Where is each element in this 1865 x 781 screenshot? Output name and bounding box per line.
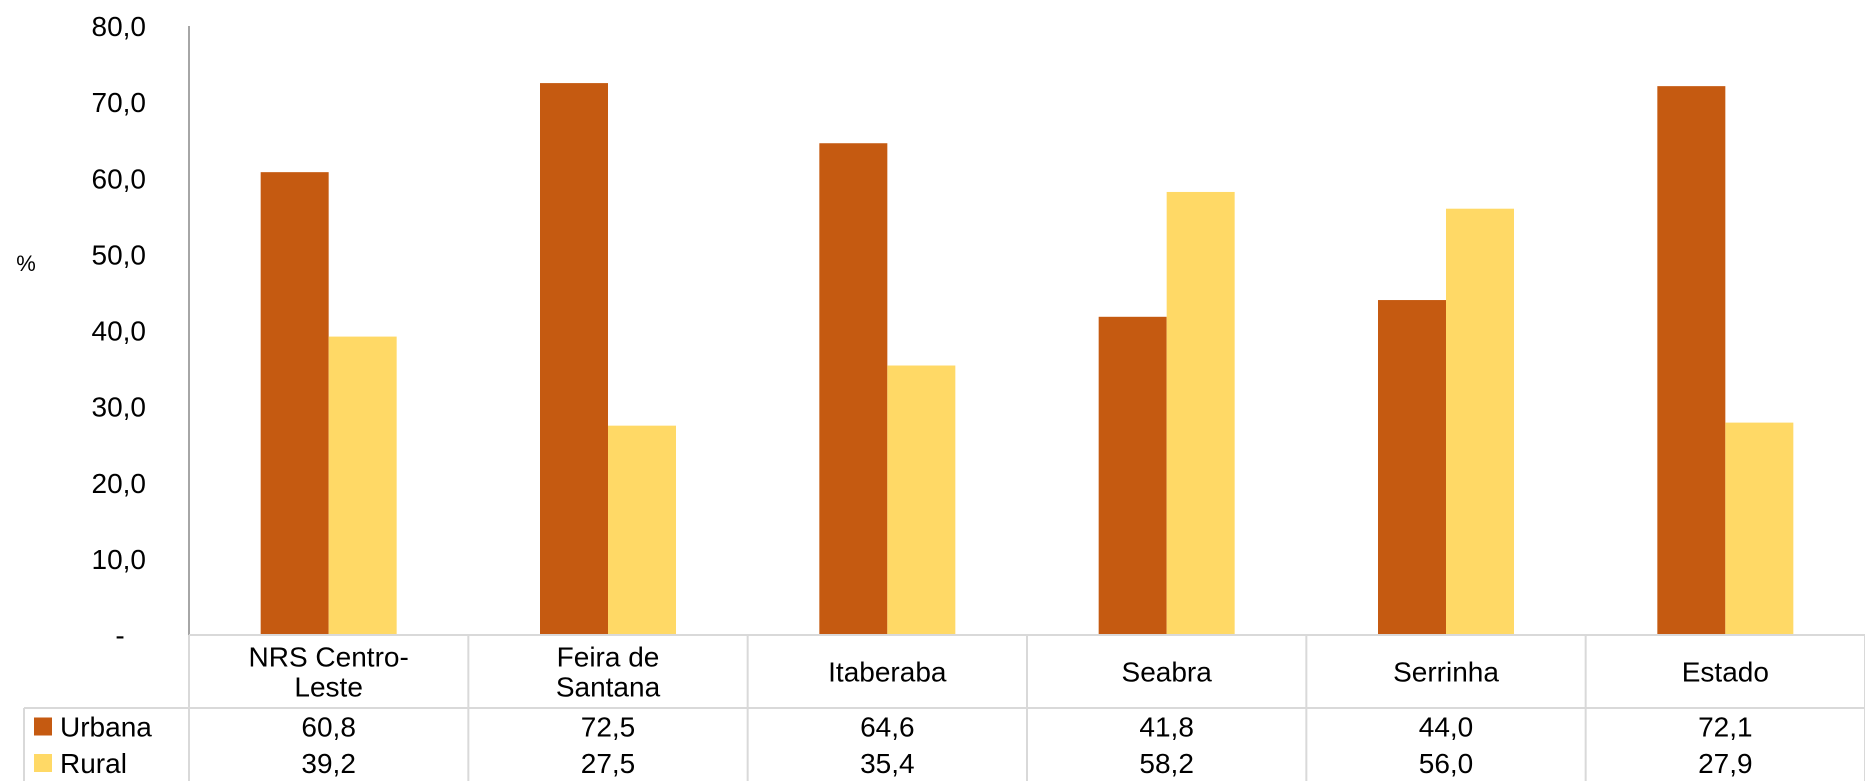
bar-urbana: [1098, 316, 1167, 635]
category-label: Estado: [1682, 657, 1769, 688]
bar-urbana: [1378, 300, 1446, 635]
y-tick-label: 30,0: [92, 392, 147, 423]
data-table-value: 72,1: [1698, 712, 1753, 743]
data-table-value: 27,5: [581, 748, 636, 779]
legend-label-rural: Rural: [60, 748, 127, 779]
y-tick-label: 70,0: [92, 87, 147, 118]
bar-urbana: [1657, 86, 1726, 636]
bar-rural: [887, 365, 956, 635]
y-tick-label: 80,0: [92, 11, 147, 42]
y-tick-label: 40,0: [92, 316, 147, 347]
bar-urbana: [819, 143, 888, 636]
data-table-value: 58,2: [1139, 748, 1194, 779]
category-label: NRS Centro-: [249, 642, 409, 673]
bar-rural: [328, 336, 397, 635]
y-tick-label: 50,0: [92, 239, 147, 270]
legend-swatch-rural: [34, 754, 52, 772]
category-label: Leste: [294, 672, 363, 703]
category-label: Itaberaba: [828, 657, 947, 688]
bar-rural: [1166, 191, 1235, 635]
category-label: Seabra: [1122, 657, 1213, 688]
data-table-value: 41,8: [1139, 712, 1194, 743]
data-table-value: 60,8: [301, 712, 356, 743]
data-table-value: 56,0: [1419, 748, 1474, 779]
y-tick-label: 20,0: [92, 468, 147, 499]
legend-swatch-urbana: [34, 717, 52, 736]
axes: - 10,0 20,0 30,0 40,0 50,0 60,0 70,0 80,0%: [16, 11, 190, 651]
y-tick-label: -: [115, 620, 124, 651]
y-axis-label: %: [16, 251, 36, 276]
data-table-value: 35,4: [860, 748, 915, 779]
data-table-value: 72,5: [581, 712, 636, 743]
legend-label-urbana: Urbana: [60, 712, 152, 743]
bar-rural: [608, 425, 676, 635]
bar-urbana: [540, 83, 608, 635]
category-label: Santana: [556, 672, 661, 703]
category-label: Feira de: [557, 642, 660, 673]
data-table-value: 39,2: [301, 748, 356, 779]
data-table-value: 27,9: [1698, 748, 1753, 779]
category-label: Serrinha: [1393, 657, 1499, 688]
y-tick-label: 10,0: [92, 544, 147, 575]
bars: [260, 83, 1794, 636]
data-table-value: 64,6: [860, 712, 915, 743]
bar-rural: [1725, 422, 1794, 635]
data-table-value: 44,0: [1419, 712, 1474, 743]
bar-rural: [1446, 208, 1514, 635]
y-tick-label: 60,0: [92, 163, 147, 194]
bar-urbana: [260, 172, 329, 635]
